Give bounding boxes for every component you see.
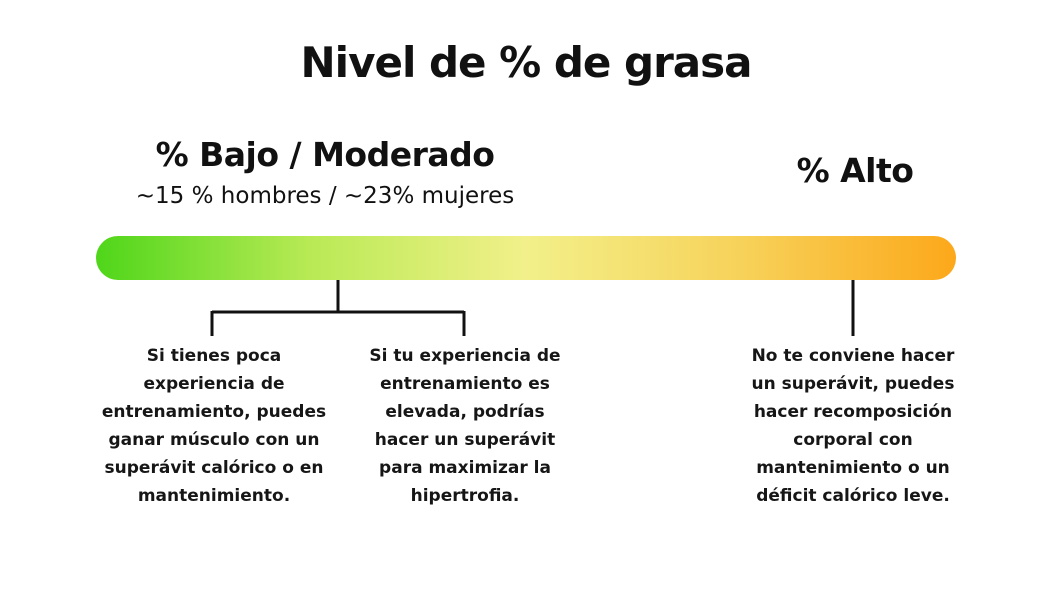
high-fat-label: % Alto: [796, 151, 914, 190]
note-line: experiencia de: [143, 374, 285, 394]
note-line: mantenimiento.: [137, 486, 291, 506]
note-line: un superávit, puedes: [751, 374, 955, 394]
note-line: No te conviene hacer: [751, 346, 955, 366]
note-line: entrenamiento, puedes: [101, 402, 327, 422]
note-high-fat: No te conviene hacer un superávit, puede…: [742, 342, 964, 510]
low-moderate-label: % Bajo / Moderado: [155, 135, 495, 174]
diagram-title: Nivel de % de grasa: [300, 38, 753, 87]
note-line: hacer un superávit: [374, 430, 556, 450]
note-line: hacer recomposición: [753, 402, 953, 422]
note-line: para maximizar la: [379, 458, 551, 478]
note-low-beginner: Si tienes poca experiencia de entrenamie…: [96, 342, 332, 510]
note-line: entrenamiento es: [380, 374, 550, 394]
fat-level-gradient-bar: [96, 236, 956, 280]
note-line: elevada, podrías: [385, 402, 545, 422]
note-line: ganar músculo con un: [108, 430, 320, 450]
note-line: superávit calórico o en: [104, 458, 324, 478]
note-line: corporal con: [793, 430, 913, 450]
note-line: mantenimiento o un: [756, 458, 950, 478]
note-line: déficit calórico leve.: [756, 486, 950, 506]
note-low-advanced: Si tu experiencia de entrenamiento es el…: [356, 342, 574, 510]
note-line: hipertrofia.: [410, 486, 520, 506]
low-fat-label-group: % Bajo / Moderado ~15 % hombres / ~23% m…: [120, 134, 530, 212]
note-line: Si tienes poca: [146, 346, 282, 366]
low-moderate-threshold: ~15 % hombres / ~23% mujeres: [135, 183, 515, 209]
note-line: Si tu experiencia de: [369, 346, 561, 366]
